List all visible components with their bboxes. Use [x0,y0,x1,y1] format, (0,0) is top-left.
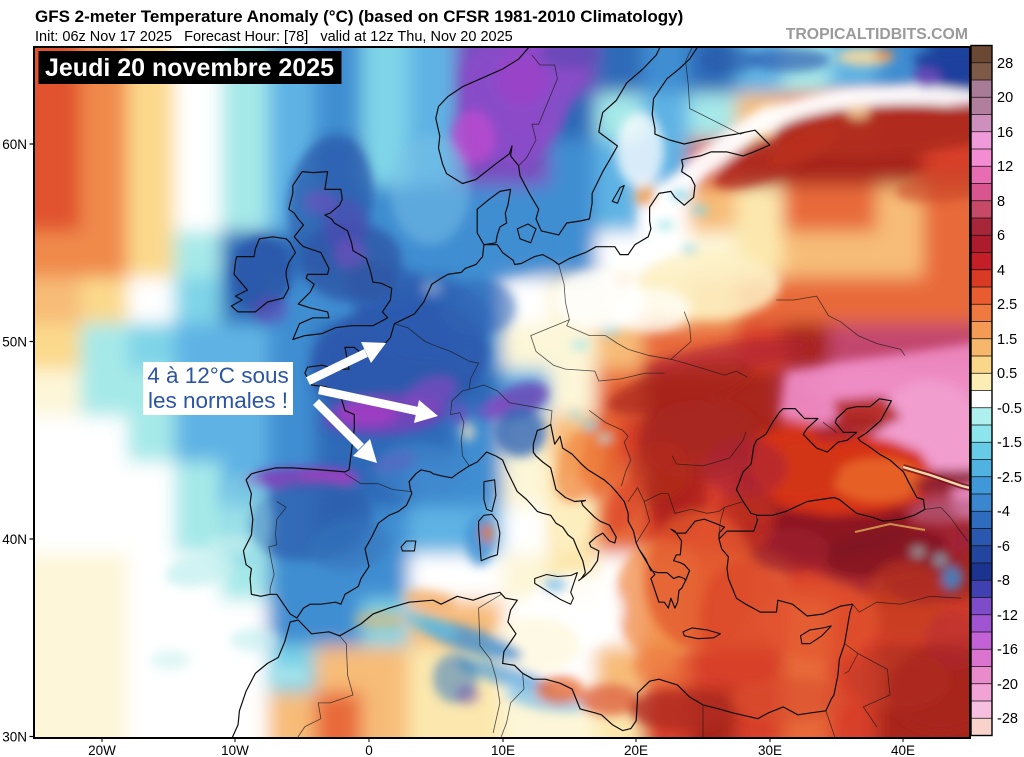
svg-text:-12: -12 [997,608,1018,624]
svg-text:40N: 40N [2,532,27,547]
svg-text:12: 12 [997,159,1013,175]
svg-text:20E: 20E [624,743,648,757]
svg-text:16: 16 [997,125,1013,141]
svg-text:les normales !: les normales ! [148,388,288,413]
svg-text:-6: -6 [997,539,1010,555]
svg-text:28: 28 [997,56,1013,72]
svg-text:-0.5: -0.5 [997,401,1022,417]
svg-text:6: 6 [997,228,1005,244]
svg-text:60N: 60N [2,137,27,152]
svg-text:-4: -4 [997,504,1010,520]
svg-text:-8: -8 [997,573,1010,589]
svg-text:8: 8 [997,194,1005,210]
svg-text:20: 20 [997,90,1013,106]
svg-text:TROPICALTIDBITS.COM: TROPICALTIDBITS.COM [786,26,968,43]
svg-text:20W: 20W [88,743,116,757]
svg-text:-28: -28 [997,711,1018,727]
svg-text:-20: -20 [997,677,1018,693]
svg-text:Init: 06z Nov 17 2025 Foreca: Init: 06z Nov 17 2025 Forecast Hour: [78… [35,29,513,45]
svg-text:10E: 10E [491,743,515,757]
svg-text:30E: 30E [758,743,782,757]
svg-text:2.5: 2.5 [997,297,1017,313]
svg-text:Jeudi 20 novembre 2025: Jeudi 20 novembre 2025 [45,54,334,82]
svg-text:0: 0 [365,743,373,757]
svg-text:GFS 2-meter Temperature Anomal: GFS 2-meter Temperature Anomaly (°C) (ba… [35,7,683,26]
svg-text:-16: -16 [997,642,1018,658]
svg-text:10W: 10W [221,743,249,757]
svg-text:-2.5: -2.5 [997,470,1022,486]
svg-text:4: 4 [997,263,1005,279]
svg-text:40E: 40E [891,743,915,757]
svg-text:4 à 12°C sous: 4 à 12°C sous [147,363,289,388]
svg-text:-1.5: -1.5 [997,435,1022,451]
svg-text:1.5: 1.5 [997,332,1017,348]
svg-text:50N: 50N [2,335,27,350]
svg-text:30N: 30N [2,730,27,745]
svg-text:0.5: 0.5 [997,366,1017,382]
